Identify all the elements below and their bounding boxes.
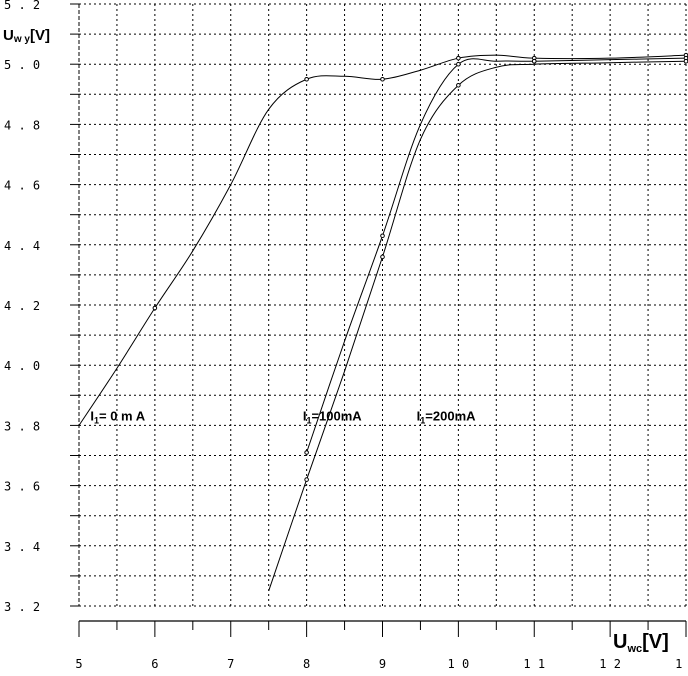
y-tick-label: 4 . 0	[4, 359, 40, 373]
x-tick-label: 1 2	[599, 657, 621, 671]
curve-label-2: I1=200mA	[417, 408, 476, 425]
data-point-1	[380, 233, 385, 239]
x-axis-title: Uwc[V]	[613, 631, 669, 655]
curve-label-0: I1= 0 m A	[90, 408, 145, 425]
y-tick-label: 3 . 6	[4, 480, 40, 494]
x-tick-label: 1 3	[675, 657, 688, 671]
series-line-0	[78, 54, 687, 426]
curve-label-rest-0: = 0 m A	[99, 408, 146, 423]
curve-label-sub-2: 1	[420, 415, 425, 425]
y-axis-title-main: U	[3, 27, 14, 44]
data-point-2	[304, 477, 309, 482]
y-axis: 3 . 2 3 . 4 3 . 6 3 . 8 4 . 0 4 . 2 4 . 4 4 . 6…	[4, 0, 79, 614]
y-tick-label: 4 . 2	[4, 299, 40, 313]
series-group	[78, 52, 688, 592]
x-axis-title-main: U	[613, 631, 627, 653]
curve-label-main-0: I	[90, 408, 94, 423]
curve-label-sub-0: 1	[94, 415, 99, 425]
series-line-2	[268, 60, 687, 592]
y-axis-title-unit: [V]	[30, 27, 50, 44]
data-point-2	[531, 58, 537, 64]
x-tick-label: 1 1	[523, 657, 545, 671]
y-tick-label: 4 . 4	[4, 239, 40, 253]
data-point-2	[456, 82, 461, 88]
curve-label-1: I1=100mA	[303, 408, 362, 425]
x-axis: 5 6 7 8 9 1 0 1 1 1 2 1 3	[75, 620, 688, 671]
curve-label-rest-1: =100mA	[311, 408, 362, 423]
x-tick-label: 1 0	[448, 657, 470, 671]
series-line-1	[306, 57, 687, 453]
y-tick-label: 5 . 0	[4, 58, 40, 72]
y-axis-title-sub: w y	[13, 34, 31, 45]
x-tick-label: 5	[75, 657, 82, 671]
curve-labels: I1= 0 m A I1=100mA I1=200mA	[90, 408, 476, 425]
x-tick-label: 9	[379, 657, 386, 671]
data-point-0	[152, 305, 158, 311]
curve-label-main-2: I	[417, 408, 421, 423]
y-tick-label: 4 . 6	[4, 179, 40, 193]
y-axis-title: Uw y[V]	[3, 27, 50, 45]
curve-label-rest-2: =200mA	[425, 408, 476, 423]
x-tick-label: 8	[303, 657, 310, 671]
y-tick-label: 5 . 2	[4, 0, 40, 12]
y-tick-label: 3 . 2	[4, 600, 40, 614]
y-tick-label: 3 . 8	[4, 419, 40, 433]
x-tick-label: 6	[151, 657, 158, 671]
data-point-2	[683, 58, 688, 64]
y-tick-label: 4 . 8	[4, 118, 40, 132]
x-axis-title-unit: [V]	[642, 631, 669, 653]
x-axis-title-sub: wc	[626, 643, 642, 655]
grid	[78, 3, 687, 607]
y-tick-label: 3 . 4	[4, 540, 40, 554]
data-point-0	[304, 76, 309, 82]
data-point-0	[380, 76, 385, 82]
curve-label-main-1: I	[303, 408, 307, 423]
curve-label-sub-1: 1	[306, 415, 311, 425]
data-point-1	[304, 450, 309, 455]
data-point-1	[456, 61, 461, 67]
data-point-0	[456, 55, 461, 61]
x-tick-label: 7	[227, 657, 234, 671]
data-point-2	[380, 254, 385, 260]
